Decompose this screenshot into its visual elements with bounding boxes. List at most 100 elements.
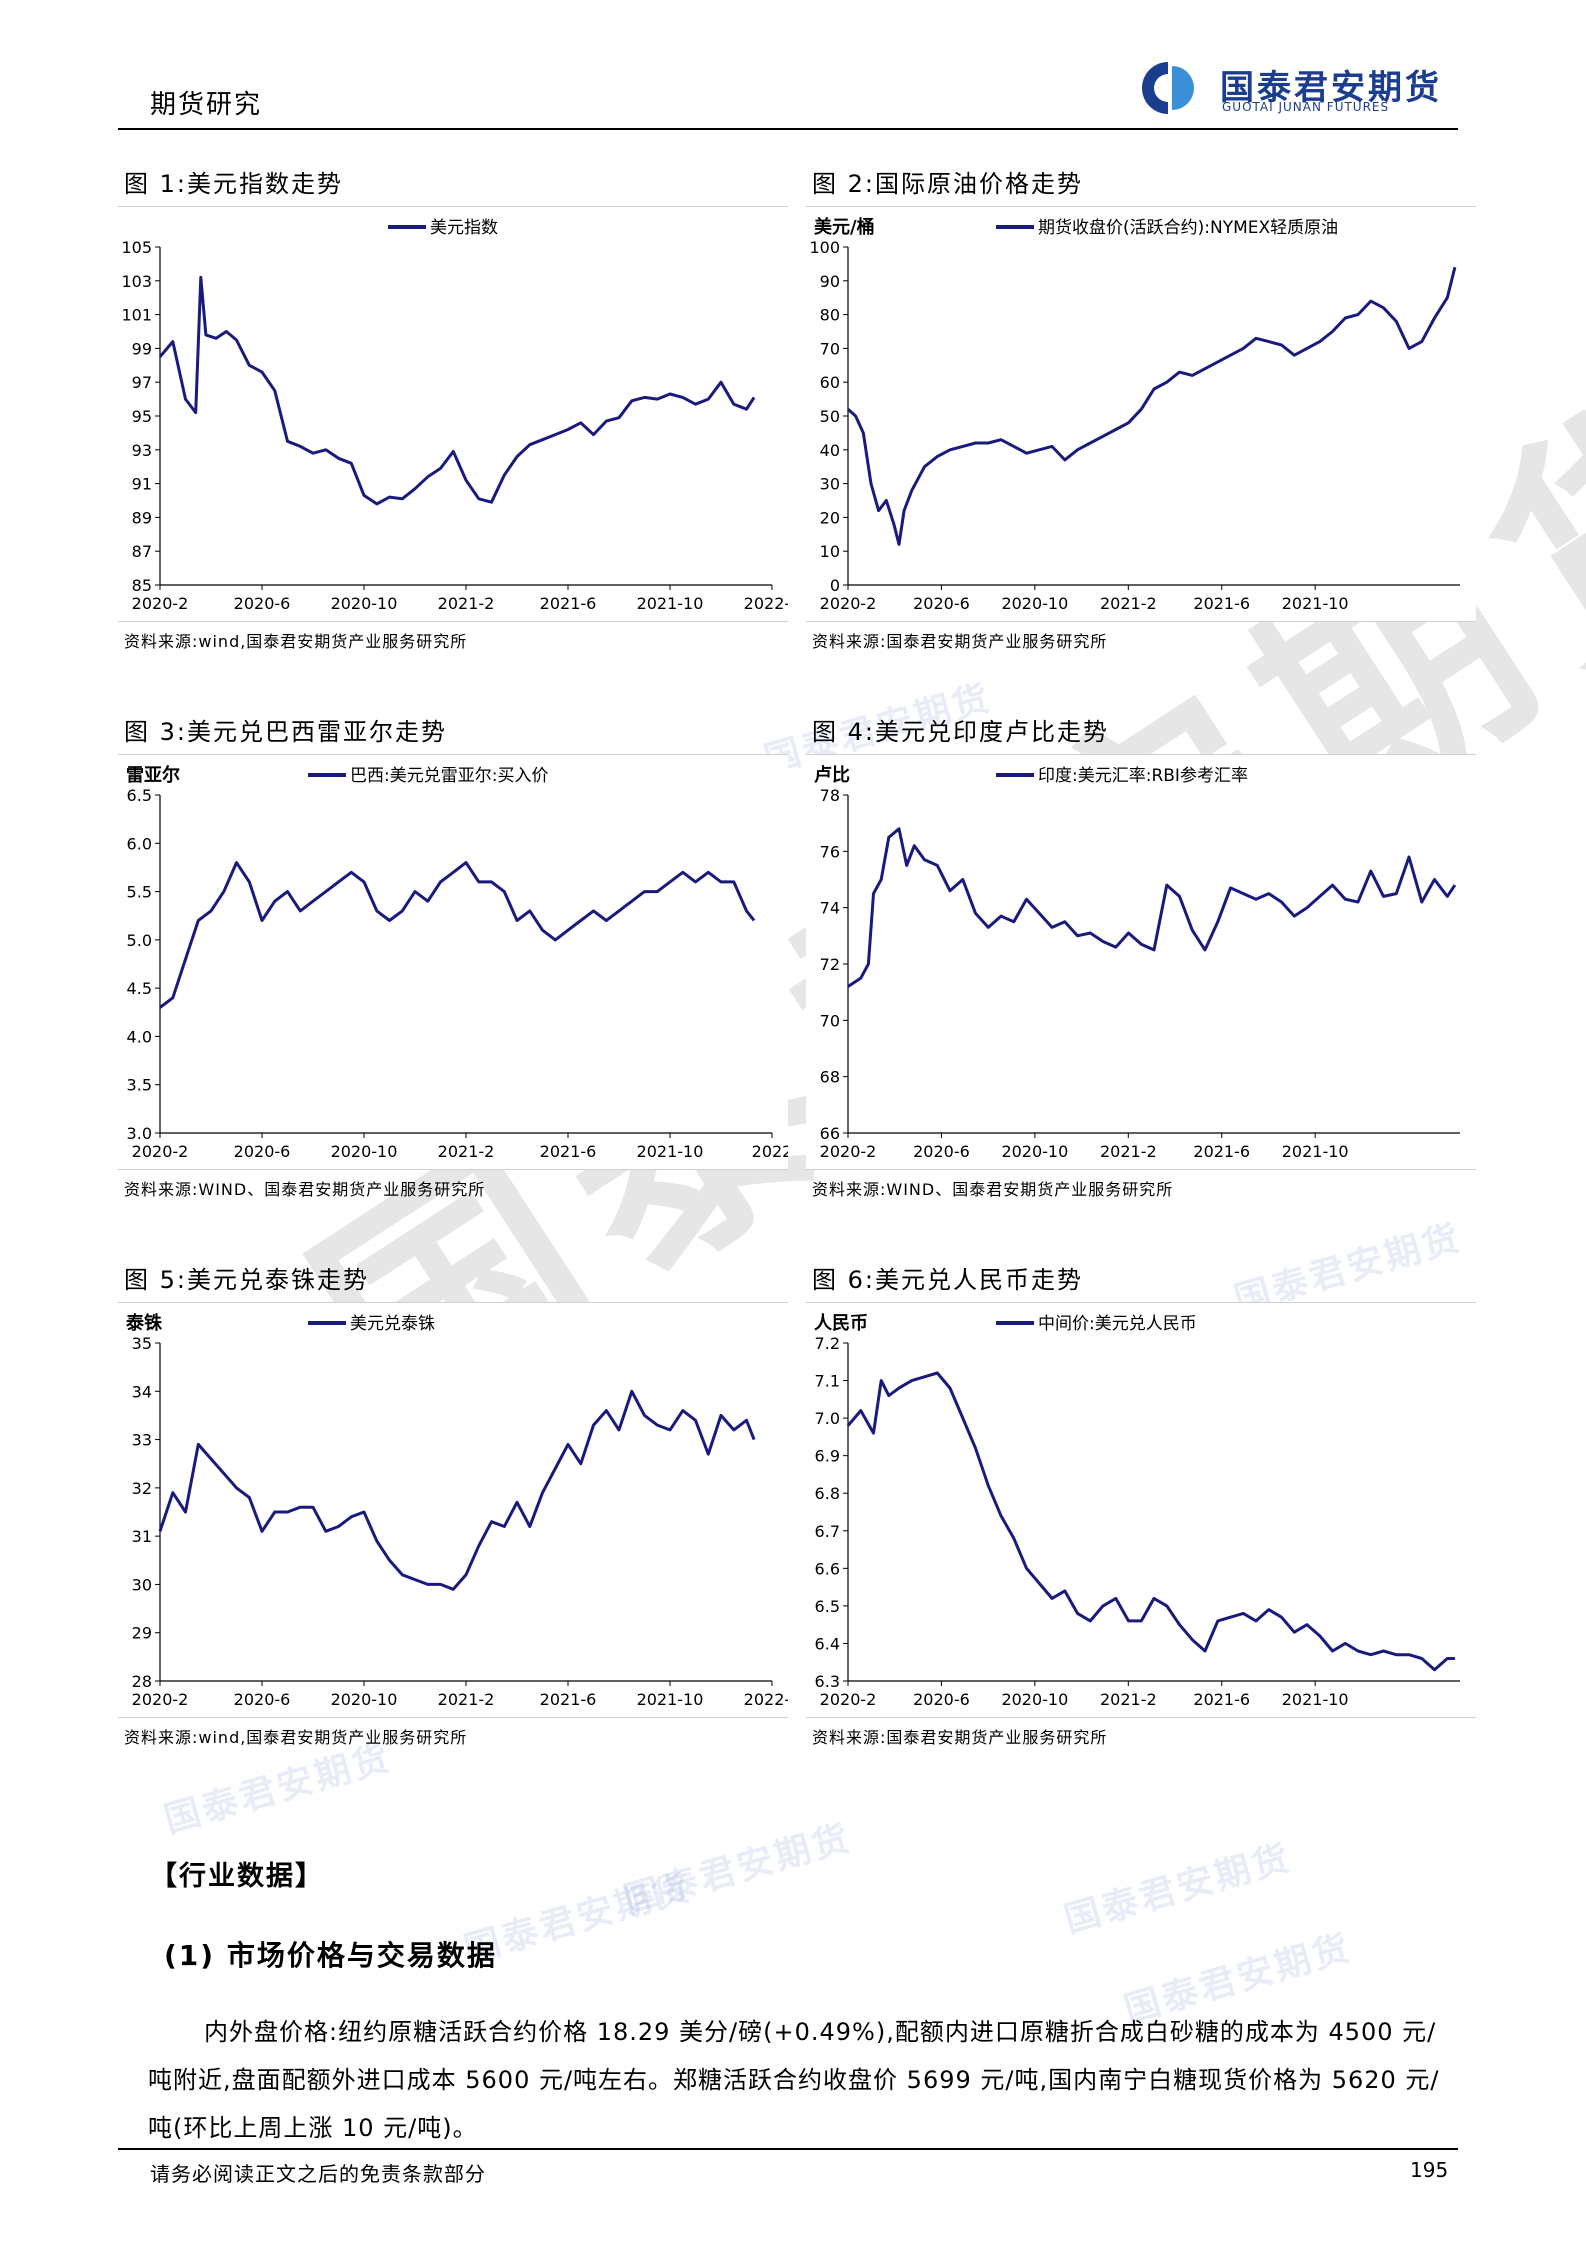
y-tick-label: 6.3: [815, 1672, 840, 1691]
y-tick-label: 5.5: [127, 883, 152, 902]
y-tick-label: 80: [820, 306, 840, 325]
legend-label: 美元指数: [430, 218, 498, 238]
x-tick-label: 2021-10: [1282, 594, 1349, 613]
x-tick-label: 2021-6: [540, 1142, 597, 1161]
y-tick-label: 70: [820, 1011, 840, 1030]
y-tick-label: 0: [830, 576, 840, 595]
x-tick-label: 2021-10: [1282, 1690, 1349, 1709]
y-tick-label: 78: [820, 786, 840, 805]
footer-divider: [118, 2148, 1458, 2150]
y-tick-label: 103: [121, 272, 152, 291]
x-tick-label: 2020-2: [820, 1142, 877, 1161]
legend-label: 巴西:美元兑雷亚尔:买入价: [350, 766, 548, 786]
y-unit-label: 美元/桶: [814, 216, 875, 238]
y-tick-label: 105: [121, 238, 152, 257]
series-line: [847, 827, 1457, 988]
y-tick-label: 30: [820, 475, 840, 494]
x-tick-label: 2020-6: [234, 1690, 291, 1709]
x-tick-label: 2020-10: [1001, 594, 1068, 613]
legend-label: 中间价:美元兑人民币: [1038, 1314, 1197, 1334]
logo-text-cn: 国泰君安期货: [1220, 68, 1442, 108]
series-line: [846, 1371, 1455, 1672]
x-tick-label: 2020-2: [820, 594, 877, 613]
chart-source: 资料来源:wind,国泰君安期货产业服务研究所: [124, 632, 468, 651]
legend-label: 印度:美元汇率:RBI参考汇率: [1038, 766, 1248, 786]
watermark-small: 国泰君安期货: [619, 1817, 857, 1922]
x-tick-label: 2021-6: [1193, 1690, 1250, 1709]
y-tick-label: 74: [820, 899, 840, 918]
x-tick-label: 2021-6: [1193, 1142, 1250, 1161]
y-tick-label: 6.7: [815, 1522, 840, 1541]
header-divider: [118, 128, 1458, 130]
chart-panel-3: 图 3:美元兑巴西雷亚尔走势 3.0 3.5 4.0 4.5 5.0 5.5 6.0 6.5 2…: [118, 708, 788, 1208]
chart-area: 0 10 20 30 40 50 60 70 80 90 100 2020-2 2020-6 2020-1…: [806, 206, 1476, 622]
x-tick-label: 2020-10: [1001, 1690, 1068, 1709]
logo-text-en: GUOTAI JUNAN FUTURES: [1222, 100, 1390, 114]
y-tick-label: 60: [820, 373, 840, 392]
legend-label: 期货收盘价(活跃合约):NYMEX轻质原油: [1038, 218, 1338, 238]
x-tick-label: 2022: [752, 1142, 788, 1161]
y-tick-label: 97: [132, 373, 152, 392]
chart-area: 85 87 89 91 93 95 97 99 101 103 105 2020-2 2020-6 202…: [118, 206, 788, 622]
x-tick-label: 2021-6: [540, 1690, 597, 1709]
y-tick-label: 50: [820, 407, 840, 426]
y-tick-label: 32: [132, 1479, 152, 1498]
y-tick-label: 93: [132, 441, 152, 460]
legend-label: 美元兑泰铢: [350, 1314, 435, 1334]
x-tick-label: 2020-10: [1001, 1142, 1068, 1161]
y-tick-label: 6.9: [815, 1447, 840, 1466]
x-tick-label: 2020-10: [331, 1690, 398, 1709]
y-tick-label: 6.5: [127, 786, 152, 805]
x-tick-label: 2021-2: [438, 594, 495, 613]
y-tick-label: 20: [820, 508, 840, 527]
y-unit-label: 人民币: [814, 1313, 868, 1334]
chart-title: 图 3:美元兑巴西雷亚尔走势: [124, 718, 447, 746]
y-unit-label: 泰铢: [125, 1312, 163, 1334]
y-tick-label: 7.1: [815, 1372, 840, 1391]
y-unit-label: 雷亚尔: [126, 764, 180, 786]
x-tick-label: 2020-2: [132, 594, 189, 613]
chart-title: 图 6:美元兑人民币走势: [812, 1266, 1083, 1294]
chart-panel-2: 图 2:国际原油价格走势 0 10 20 30 40 50 60 70 80 90 100 2020-…: [806, 160, 1476, 660]
y-tick-label: 30: [132, 1575, 152, 1594]
x-tick-label: 2021-10: [637, 1690, 704, 1709]
footer-disclaimer: 请务必阅读正文之后的免责条款部分: [150, 2162, 486, 2186]
y-tick-label: 6.0: [127, 834, 152, 853]
x-tick-label: 2020-6: [913, 1690, 970, 1709]
y-tick-label: 101: [121, 306, 152, 325]
chart-panel-5: 图 5:美元兑泰铢走势 28 29 30 31 32 33 34 35 2020-2 2020-6…: [118, 1256, 788, 1756]
chart-title: 图 5:美元兑泰铢走势: [124, 1266, 369, 1294]
x-tick-label: 2021-10: [637, 594, 704, 613]
x-tick-label: 2021-2: [1100, 594, 1157, 613]
y-tick-label: 6.6: [815, 1559, 840, 1578]
body-paragraph: 内外盘价格:纽约原糖活跃合约价格 18.29 美分/磅(+0.49%),配额内进…: [148, 2018, 1440, 2142]
x-tick-label: 2021-2: [1100, 1142, 1157, 1161]
y-tick-label: 29: [132, 1624, 152, 1643]
chart-panel-4: 图 4:美元兑印度卢比走势 66 68 70 72 74 76 78 2020-2 2020-6…: [806, 708, 1476, 1208]
series-line: [158, 1389, 756, 1591]
y-tick-label: 66: [820, 1124, 840, 1143]
chart-svg: 3.0 3.5 4.0 4.5 5.0 5.5 6.0 6.5 2020-2 2020-6 2020…: [126, 764, 788, 1161]
chart-area: 66 68 70 72 74 76 78 2020-2 2020-6 2020-10 2021-2 2…: [806, 754, 1476, 1170]
y-tick-label: 90: [820, 272, 840, 291]
watermark-small: 国泰君安期货: [1059, 1837, 1297, 1942]
y-tick-label: 35: [132, 1334, 152, 1353]
x-tick-label: 2022-2: [744, 1690, 788, 1709]
chart-title: 图 4:美元兑印度卢比走势: [812, 718, 1109, 746]
y-tick-label: 5.0: [127, 931, 152, 950]
x-tick-label: 2021-6: [540, 594, 597, 613]
brand-logo: 国泰君安期货 GUOTAI JUNAN FUTURES: [1134, 58, 1464, 118]
x-tick-label: 2022-2: [744, 594, 788, 613]
x-tick-label: 2021-2: [438, 1690, 495, 1709]
chart-source: 资料来源:wind,国泰君安期货产业服务研究所: [124, 1728, 468, 1747]
x-tick-label: 2020-6: [234, 594, 291, 613]
chart-svg: 28 29 30 31 32 33 34 35 2020-2 2020-6 2020-10 2021-…: [125, 1312, 788, 1709]
y-tick-label: 10: [820, 542, 840, 561]
y-tick-label: 3.5: [127, 1076, 152, 1095]
y-tick-label: 4.0: [127, 1027, 152, 1046]
logo-mark-icon: [1142, 62, 1198, 114]
y-tick-label: 6.4: [815, 1634, 840, 1653]
y-tick-label: 95: [132, 407, 152, 426]
x-tick-label: 2020-6: [234, 1142, 291, 1161]
x-tick-label: 2021-2: [1100, 1690, 1157, 1709]
